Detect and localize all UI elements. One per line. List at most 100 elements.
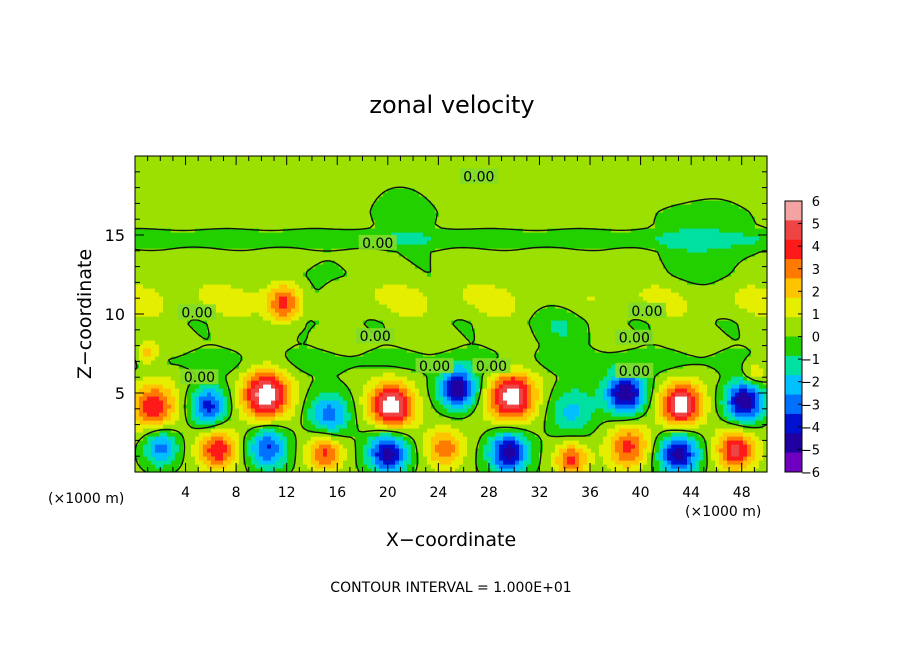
field-cell <box>483 448 488 453</box>
field-cell <box>207 404 212 409</box>
field-cell <box>723 360 728 365</box>
field-cell <box>615 444 620 449</box>
field-cell <box>431 436 436 441</box>
field-cell <box>403 468 408 473</box>
field-cell <box>359 396 364 401</box>
field-cell <box>283 356 288 361</box>
field-cell <box>479 448 484 453</box>
field-cell <box>627 452 632 457</box>
field-cell <box>447 440 452 445</box>
field-cell <box>331 424 336 429</box>
field-cell <box>139 348 144 353</box>
field-cell <box>179 412 184 417</box>
field-cell <box>675 460 680 465</box>
field-cell <box>167 392 172 397</box>
field-cell <box>523 436 528 441</box>
field-cell <box>403 464 408 469</box>
field-cell <box>375 368 380 373</box>
field-cell <box>619 380 624 385</box>
field-cell <box>555 420 560 425</box>
field-cell <box>535 392 540 397</box>
field-cell <box>451 460 456 465</box>
field-cell <box>567 448 572 453</box>
field-cell <box>143 388 148 393</box>
field-cell <box>571 432 576 437</box>
field-cell <box>611 388 616 393</box>
field-cell <box>211 360 216 365</box>
field-cell <box>587 396 592 401</box>
field-cell <box>483 372 488 377</box>
field-cell <box>371 424 376 429</box>
field-cell <box>279 400 284 405</box>
field-cell <box>587 416 592 421</box>
field-cell <box>227 460 232 465</box>
field-cell <box>439 348 444 353</box>
field-cell <box>691 468 696 473</box>
field-cell <box>563 468 568 473</box>
field-cell <box>631 360 636 365</box>
field-cell <box>627 376 632 381</box>
field-cell <box>659 464 664 469</box>
field-cell <box>763 440 768 445</box>
field-cell <box>147 388 152 393</box>
field-cell <box>699 392 704 397</box>
field-cell <box>407 448 412 453</box>
field-cell <box>203 384 208 389</box>
field-cell <box>339 448 344 453</box>
field-cell <box>555 368 560 373</box>
field-cell <box>723 352 728 357</box>
field-cell <box>727 376 732 381</box>
field-cell <box>495 444 500 449</box>
field-cell <box>611 360 616 365</box>
field-cell <box>259 436 264 441</box>
field-cell <box>251 372 256 377</box>
field-cell <box>395 364 400 369</box>
field-cell <box>747 468 752 473</box>
field-cell <box>379 412 384 417</box>
field-cell <box>403 356 408 361</box>
field-cell <box>667 460 672 465</box>
field-cell <box>407 360 412 365</box>
field-cell <box>555 468 560 473</box>
field-cell <box>763 364 768 369</box>
field-cell <box>323 380 328 385</box>
field-cell <box>539 400 544 405</box>
field-cell <box>239 428 244 433</box>
field-cell <box>555 400 560 405</box>
field-cell <box>463 460 468 465</box>
field-cell <box>311 360 316 365</box>
field-cell <box>703 380 708 385</box>
field-cell <box>207 424 212 429</box>
field-cell <box>223 388 228 393</box>
field-cell <box>347 384 352 389</box>
field-cell <box>535 352 540 357</box>
field-cell <box>179 416 184 421</box>
field-cell <box>463 444 468 449</box>
field-cell <box>711 376 716 381</box>
field-cell <box>743 412 748 417</box>
field-cell <box>431 344 436 349</box>
field-cell <box>463 384 468 389</box>
field-cell <box>547 420 552 425</box>
field-cell <box>735 396 740 401</box>
field-cell <box>239 392 244 397</box>
field-cell <box>271 392 276 397</box>
field-cell <box>579 456 584 461</box>
field-cell <box>635 412 640 417</box>
field-cell <box>415 468 420 473</box>
field-cell <box>467 456 472 461</box>
field-cell <box>183 424 188 429</box>
field-cell <box>383 452 388 457</box>
field-cell <box>403 460 408 465</box>
field-cell <box>207 392 212 397</box>
field-cell <box>607 404 612 409</box>
field-cell <box>615 392 620 397</box>
field-cell <box>275 404 280 409</box>
field-cell <box>759 412 764 417</box>
field-cell <box>655 464 660 469</box>
field-cell <box>707 380 712 385</box>
field-cell <box>659 412 664 417</box>
field-cell <box>655 348 660 353</box>
field-cell <box>371 392 376 397</box>
field-cell <box>187 448 192 453</box>
